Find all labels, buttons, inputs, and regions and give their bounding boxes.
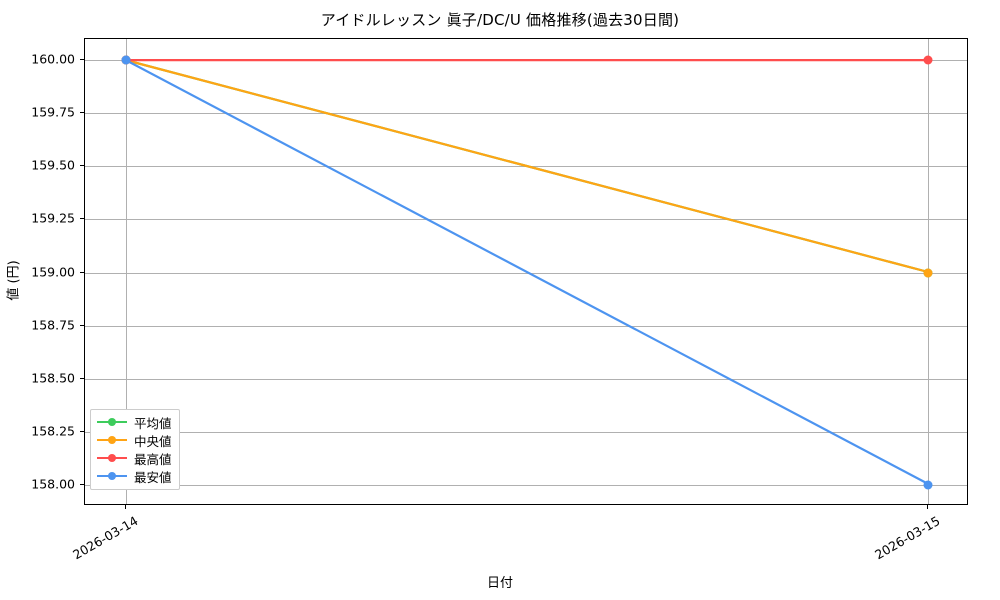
gridline-horizontal <box>85 219 967 221</box>
legend-swatch-icon <box>97 434 127 446</box>
data-point-marker <box>923 55 933 65</box>
data-point-marker <box>121 55 131 65</box>
y-axis-tick-mark <box>80 430 84 432</box>
legend-label: 最安値 <box>134 469 172 485</box>
plot-area <box>84 38 968 505</box>
y-axis-tick-label: 158.75 <box>31 317 75 333</box>
x-axis-tick-mark <box>124 505 126 509</box>
y-axis-tick-label: 158.25 <box>31 423 75 439</box>
y-axis-tick-mark <box>80 165 84 167</box>
chart-legend[interactable]: 平均値中央値最高値最安値 <box>90 409 180 490</box>
y-axis-tick-label: 159.50 <box>31 157 75 173</box>
y-axis-tick-mark <box>80 271 84 273</box>
gridline-horizontal <box>85 113 967 115</box>
x-axis-label: 日付 <box>486 576 513 591</box>
y-axis-tick-mark <box>80 483 84 485</box>
gridline-horizontal <box>85 325 967 327</box>
series-lines <box>124 59 928 484</box>
y-axis-tick-label: 158.00 <box>31 476 75 492</box>
y-axis-tick-label: 159.25 <box>31 210 75 226</box>
data-point-marker <box>923 268 933 277</box>
gridline-horizontal <box>85 378 967 380</box>
data-point-marker <box>923 480 933 490</box>
y-axis-tick-mark <box>80 218 84 220</box>
y-axis-tick-label: 159.75 <box>31 104 75 120</box>
gridline-horizontal <box>85 484 967 486</box>
y-axis-tick-label: 158.50 <box>31 370 75 386</box>
y-axis-tick-mark <box>80 112 84 114</box>
legend-label: 最高値 <box>134 451 172 467</box>
legend-swatch-icon <box>97 452 127 464</box>
legend-swatch-icon <box>97 470 127 482</box>
series-line-1 <box>124 59 928 273</box>
legend-item[interactable]: 平均値 <box>97 413 172 431</box>
y-axis-tick-mark <box>80 324 84 326</box>
y-axis-tick-mark <box>80 377 84 379</box>
chart-title: アイドルレッスン 眞子/DC/U 価格推移(過去30日間) <box>320 11 680 29</box>
legend-label: 平均値 <box>134 415 172 431</box>
legend-item[interactable]: 最安値 <box>97 467 172 485</box>
legend-label: 中央値 <box>134 433 172 449</box>
legend-item[interactable]: 中央値 <box>97 431 172 449</box>
legend-swatch-icon <box>97 416 127 428</box>
y-axis-tick-label: 160.00 <box>31 51 75 67</box>
y-axis-tick-mark <box>80 59 84 61</box>
y-axis-tick-label: 159.00 <box>31 264 75 279</box>
gridline-horizontal <box>85 431 967 433</box>
x-axis-tick-mark <box>927 505 929 509</box>
legend-item[interactable]: 最高値 <box>97 449 172 467</box>
series-line-3 <box>124 59 928 484</box>
gridline-horizontal <box>85 272 967 274</box>
gridline-vertical <box>125 39 127 504</box>
